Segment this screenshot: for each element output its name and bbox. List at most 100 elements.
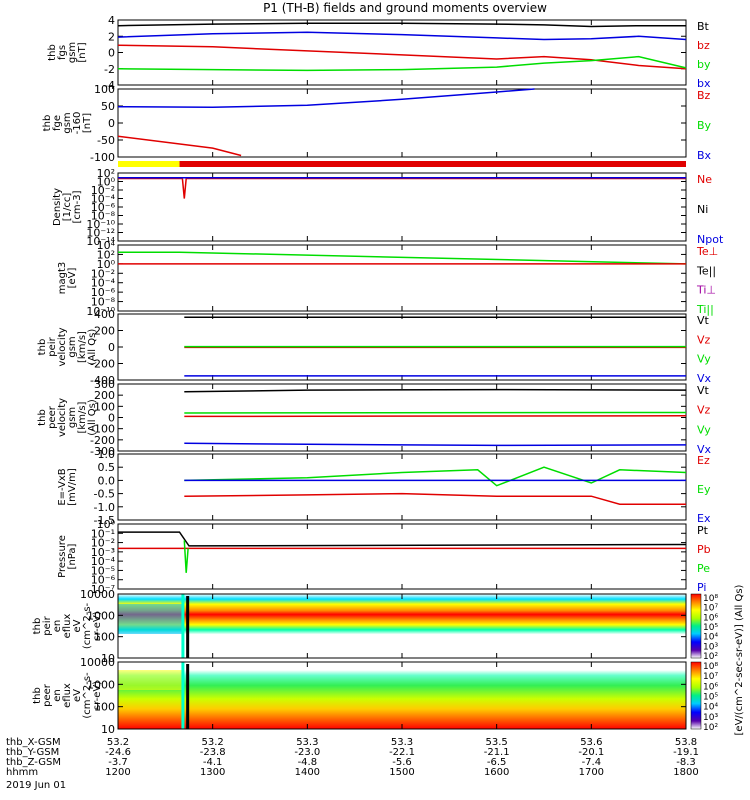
y-axis-label: [eV] — [67, 268, 78, 289]
series-line-ez — [184, 492, 686, 505]
y-tick-label: 10 — [101, 652, 115, 665]
colorbar — [690, 661, 702, 730]
legend-entry: Ez — [697, 454, 710, 467]
colorbar-tick-label: 10⁷ — [703, 672, 718, 682]
y-axis-label: peir — [42, 615, 53, 635]
legend-entry: Bt — [697, 20, 710, 33]
legend-entry: Bx — [697, 149, 712, 162]
footer-value: -4.8 — [298, 757, 318, 768]
y-tick-label: -4 — [104, 79, 115, 92]
series-line-vt — [184, 388, 687, 393]
legend-entry: Ni — [697, 203, 708, 216]
y-tick-label: -1.5 — [94, 514, 115, 527]
y-tick-label: 10⁻⁴ — [91, 277, 116, 290]
y-axis-label: -160 — [72, 112, 83, 135]
y-tick-label: 10⁻¹ — [91, 527, 115, 540]
y-tick-label: 100 — [94, 631, 115, 644]
colorbar-tick-label: 10⁷ — [703, 604, 718, 614]
footer-value: -23.8 — [200, 747, 226, 758]
footer-value: 1300 — [200, 767, 225, 778]
y-axis-label: (cm^2-s- — [82, 602, 93, 649]
spectrogram-image — [118, 594, 686, 658]
y-axis-label: thb — [32, 687, 43, 704]
footer-value: -7.4 — [582, 757, 602, 768]
y-tick-label: 300 — [94, 378, 115, 391]
footer-value: 53.8 — [675, 737, 697, 748]
y-tick-label: 100 — [94, 83, 115, 96]
colorbar-tick-label: 10⁴ — [703, 633, 718, 643]
y-tick-label: 10⁻⁸ — [91, 210, 116, 223]
y-tick-label: 50 — [101, 100, 115, 113]
spectrogram-early-interval — [118, 670, 183, 690]
colorbar-tick-label: 10⁵ — [703, 693, 718, 703]
y-tick-label: 10⁻² — [91, 537, 115, 550]
colorbar-tick-label: 10⁶ — [703, 682, 718, 692]
footer-value: 1400 — [295, 767, 320, 778]
series-line-bt — [117, 22, 686, 28]
series-line-pe — [183, 540, 189, 573]
y-tick-label: 10⁰ — [97, 176, 116, 189]
colorbar-tick-label: 10³ — [703, 642, 718, 652]
legend-entry: by — [697, 58, 711, 71]
footer-value: -4.1 — [203, 757, 223, 768]
y-axis-label: peer — [42, 683, 53, 707]
footer-value: -3.7 — [108, 757, 128, 768]
footer-value: -6.5 — [487, 757, 507, 768]
spectrogram-gap — [181, 662, 185, 729]
y-tick-label: 200 — [94, 389, 115, 402]
y-axis-label: Density — [52, 188, 63, 226]
footer-value: -19.1 — [673, 747, 699, 758]
y-axis-label: [km/s] — [77, 401, 88, 433]
y-tick-label: 100 — [94, 400, 115, 413]
y-tick-label: 0.0 — [98, 474, 116, 487]
series-line-bz — [117, 135, 242, 157]
y-tick-label: 10⁻¹² — [86, 227, 115, 240]
footer-value: 1800 — [673, 767, 698, 778]
y-axis-label: [cm-3] — [72, 190, 83, 223]
y-axis-label: [1/cc] — [62, 193, 73, 222]
y-tick-label: -50 — [97, 134, 115, 147]
panel-frame — [117, 244, 687, 312]
y-axis-label: [nT] — [77, 42, 88, 62]
y-axis-label: gsm — [67, 336, 78, 357]
y-axis-label: eV — [72, 689, 83, 702]
y-axis-label: en — [52, 620, 63, 633]
legend-entry: Pi — [697, 581, 706, 594]
spectrogram-gap — [186, 664, 190, 729]
legend-entry: Vy — [697, 353, 711, 366]
mode-bar-segment — [118, 161, 180, 167]
y-tick-label: 10000 — [80, 656, 115, 669]
footer-row-label: hhmm — [6, 767, 38, 778]
y-axis-label: fgs — [57, 45, 68, 60]
footer-value: -8.3 — [676, 757, 696, 768]
footer-row-label: thb_Y-GSM — [6, 747, 59, 758]
y-tick-label: 0 — [108, 47, 115, 60]
y-tick-label: 10⁻¹⁰ — [86, 305, 115, 318]
footer-value: 1700 — [579, 767, 604, 778]
y-axis-label: eflux — [62, 683, 73, 708]
legend-entry: Te⊥ — [696, 245, 718, 258]
legend-entry: Vt — [697, 384, 710, 397]
y-tick-label: 400 — [94, 308, 115, 321]
y-tick-label: 1.0 — [98, 448, 116, 461]
y-axis-label: fge — [52, 115, 63, 131]
series-line-bz — [117, 44, 687, 70]
y-tick-label: -1.0 — [94, 501, 115, 514]
colorbar-tick-label: 10² — [703, 652, 718, 662]
y-tick-label: -200 — [90, 434, 115, 447]
panel-frame — [117, 172, 687, 242]
series-line-bx — [117, 31, 687, 41]
y-axis-label: eV — [72, 619, 83, 632]
date-label: 2019 Jun 01 — [6, 780, 66, 791]
colorbar-tick-label: 10² — [703, 723, 718, 733]
legend-entry: Npot — [697, 233, 724, 246]
panel-mode_bar — [118, 161, 687, 167]
legend-entry: Vt — [697, 314, 710, 327]
y-tick-label: -2 — [104, 63, 115, 76]
y-tick-label: 10⁻¹⁰ — [86, 218, 115, 231]
y-tick-label: 10² — [97, 248, 115, 261]
colorbar-tick-label: 10⁸ — [703, 662, 718, 672]
footer-value: 1600 — [484, 767, 509, 778]
